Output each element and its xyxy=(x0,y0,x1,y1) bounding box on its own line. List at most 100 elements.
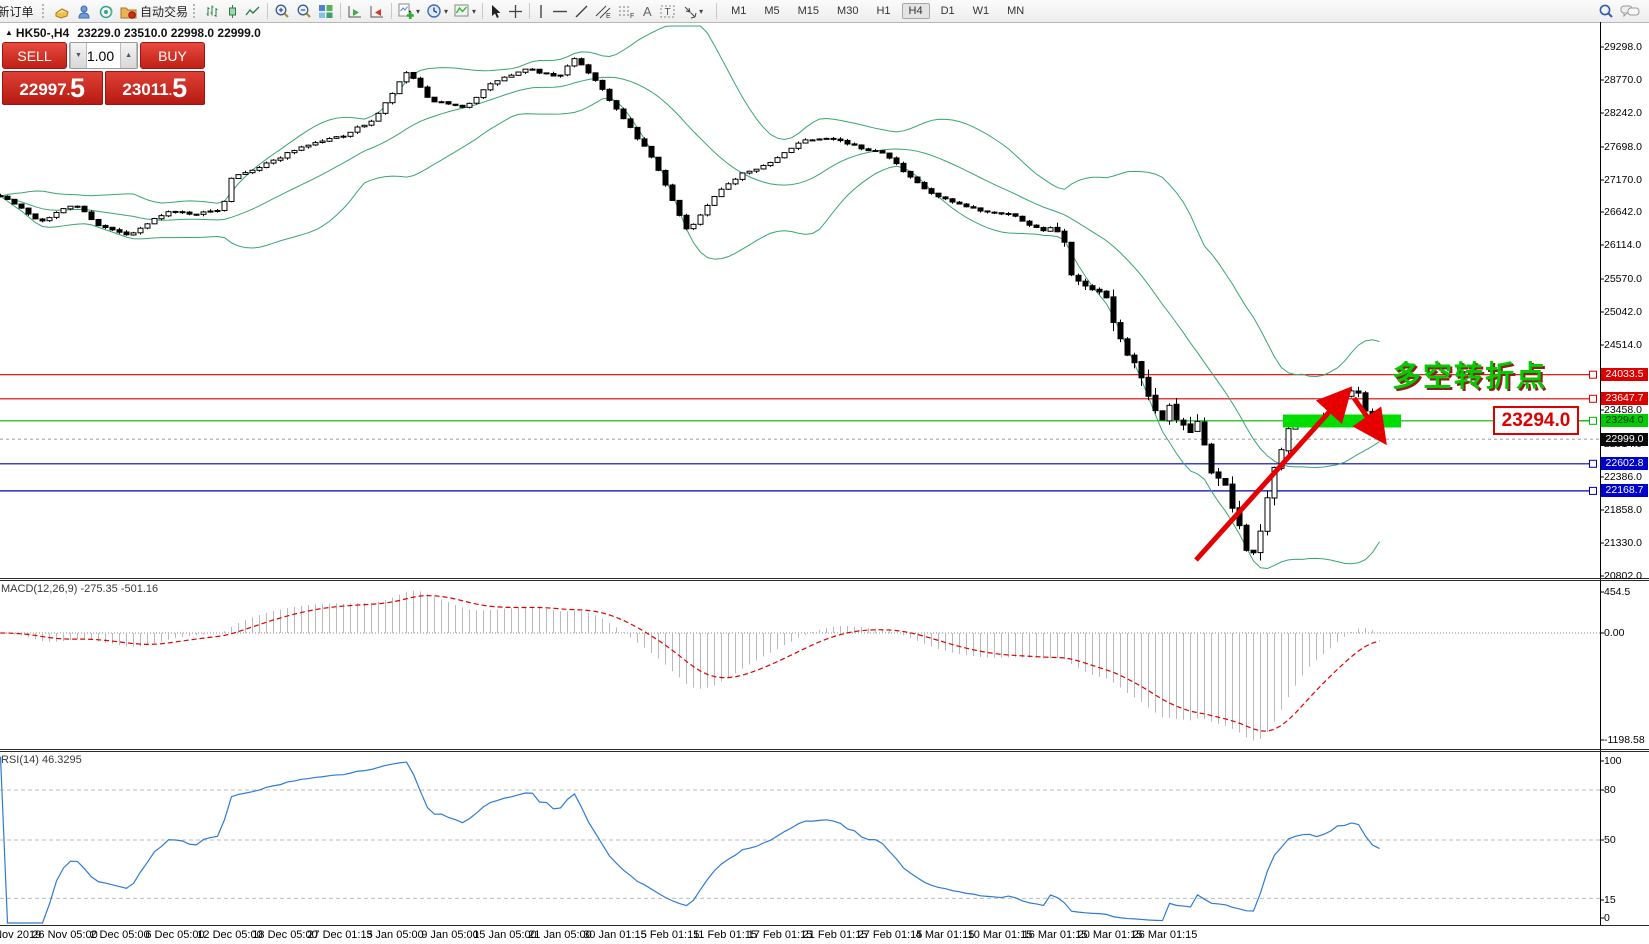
chevron-down-icon: ▾ xyxy=(444,6,449,16)
candle-body xyxy=(445,101,452,105)
indicators-button[interactable]: ▾ xyxy=(451,1,479,21)
support-zone-highlight xyxy=(1283,414,1401,428)
candle-body xyxy=(340,135,347,138)
crosshair-button[interactable] xyxy=(505,1,526,21)
timeframe-M1[interactable]: M1 xyxy=(731,5,747,17)
ohlc-values: 23229.0 23510.0 22998.0 22999.0 xyxy=(77,26,261,40)
candle-body xyxy=(851,143,858,146)
new-order-button[interactable]: 新订单 xyxy=(0,1,40,21)
trendline-icon xyxy=(574,4,589,19)
candle-body xyxy=(60,208,67,214)
rsi-tick-label: 50 xyxy=(1604,834,1616,846)
timeframe-H1[interactable]: H1 xyxy=(876,5,891,17)
zoom-out-button[interactable] xyxy=(293,1,315,21)
shapes-button[interactable]: ▾ xyxy=(679,1,706,21)
volume-increase-button[interactable]: ▲ xyxy=(120,43,137,68)
ledger-button[interactable] xyxy=(51,1,73,21)
chevron-down-icon: ▾ xyxy=(472,6,477,16)
timeframe-MN[interactable]: MN xyxy=(1007,5,1025,17)
candle-body xyxy=(88,211,95,221)
volume-decrease-button[interactable]: ▼ xyxy=(70,43,87,68)
candle-body xyxy=(263,162,270,169)
text-label-button[interactable]: T xyxy=(657,1,679,21)
bar-chart-button[interactable] xyxy=(202,1,223,21)
buy-button[interactable]: BUY xyxy=(140,42,205,69)
rsi-tick-label: 0 xyxy=(1604,912,1610,924)
price-tick-label: 27170.0 xyxy=(1604,174,1642,186)
svg-text:E: E xyxy=(606,13,611,19)
timeframe-M30[interactable]: M30 xyxy=(837,5,859,17)
candle-body xyxy=(1047,227,1054,232)
horizontal-line-button[interactable] xyxy=(549,1,571,21)
candle-body xyxy=(466,102,473,108)
sell-button[interactable]: SELL xyxy=(2,42,67,69)
candle-body xyxy=(1061,230,1068,243)
text-button[interactable]: A xyxy=(638,1,657,21)
candle-body xyxy=(417,77,424,88)
fibonacci-icon: F xyxy=(618,4,635,19)
chart-title: ▲ HK50-,H4 23229.0 23510.0 22998.0 22999.0 xyxy=(5,26,261,40)
volume-field[interactable]: 1.00 xyxy=(86,47,115,64)
candle-body xyxy=(130,232,137,236)
candle-body xyxy=(1194,420,1201,432)
candlestick-button[interactable] xyxy=(223,1,242,21)
fibonacci-button[interactable]: F xyxy=(615,1,638,21)
vertical-line-button[interactable] xyxy=(533,1,549,21)
new-chart-button[interactable]: ▾ xyxy=(395,1,423,21)
signal-button[interactable] xyxy=(95,1,117,21)
zoom-in-button[interactable] xyxy=(271,1,293,21)
candle-body xyxy=(984,210,991,213)
timeframe-H4[interactable]: H4 xyxy=(901,3,930,19)
date-axis-label: 26 Mar 01:15 xyxy=(1132,929,1198,941)
candle-body xyxy=(1026,220,1033,226)
date-axis-label: 26 Nov 05:00 xyxy=(32,929,98,941)
candle-body xyxy=(431,96,438,103)
price-tick-label: 28242.0 xyxy=(1604,107,1642,119)
channel-icon: E xyxy=(595,4,612,19)
candle-body xyxy=(1208,443,1215,474)
new-order-label: 新订单 xyxy=(0,4,34,19)
trendline-button[interactable] xyxy=(571,1,592,21)
candle-body xyxy=(116,229,123,233)
candle-body xyxy=(823,137,830,140)
price-level-badge: 23294.0 xyxy=(1601,414,1648,428)
autotrading-button[interactable]: 自动交易 xyxy=(117,1,191,21)
candle-body xyxy=(767,161,774,167)
macd-signal-line xyxy=(0,594,1380,732)
buy-price-display[interactable]: 23011. 5 xyxy=(104,71,205,105)
sell-price-display[interactable]: 22997. 5 xyxy=(2,71,103,105)
candle-body xyxy=(1166,404,1173,422)
level-line-anchor xyxy=(1589,486,1597,495)
line-chart-button[interactable] xyxy=(242,1,264,21)
candle-body xyxy=(690,223,697,230)
candle-body xyxy=(746,170,753,174)
candle-body xyxy=(361,124,368,128)
market-watch-button[interactable] xyxy=(73,1,95,21)
chart-forward-button[interactable] xyxy=(344,1,366,21)
chart-back-button[interactable] xyxy=(366,1,388,21)
cursor-button[interactable] xyxy=(486,1,505,21)
candle-body xyxy=(277,157,284,161)
candle-body xyxy=(1033,224,1040,228)
candle-body xyxy=(1173,403,1180,421)
chat-button[interactable] xyxy=(1617,1,1643,21)
timeframe-W1[interactable]: W1 xyxy=(972,5,990,17)
search-button[interactable] xyxy=(1595,1,1617,21)
timeframe-M5[interactable]: M5 xyxy=(764,5,780,17)
price-level-badge: 22168.7 xyxy=(1601,484,1648,498)
candle-body xyxy=(907,170,914,178)
candle-body xyxy=(564,65,571,76)
candle-body xyxy=(683,214,690,230)
tile-windows-button[interactable] xyxy=(315,1,337,21)
candle-body xyxy=(1089,285,1096,291)
candle-body xyxy=(368,120,375,126)
candle-body xyxy=(410,71,417,79)
candle-body xyxy=(81,205,88,213)
timeframe-D1[interactable]: D1 xyxy=(940,5,955,17)
channel-button[interactable]: E xyxy=(592,1,615,21)
candle-body xyxy=(802,139,809,144)
period-button[interactable]: ▾ xyxy=(423,1,451,21)
timeframe-M15[interactable]: M15 xyxy=(797,5,820,17)
candle-body xyxy=(998,212,1005,215)
